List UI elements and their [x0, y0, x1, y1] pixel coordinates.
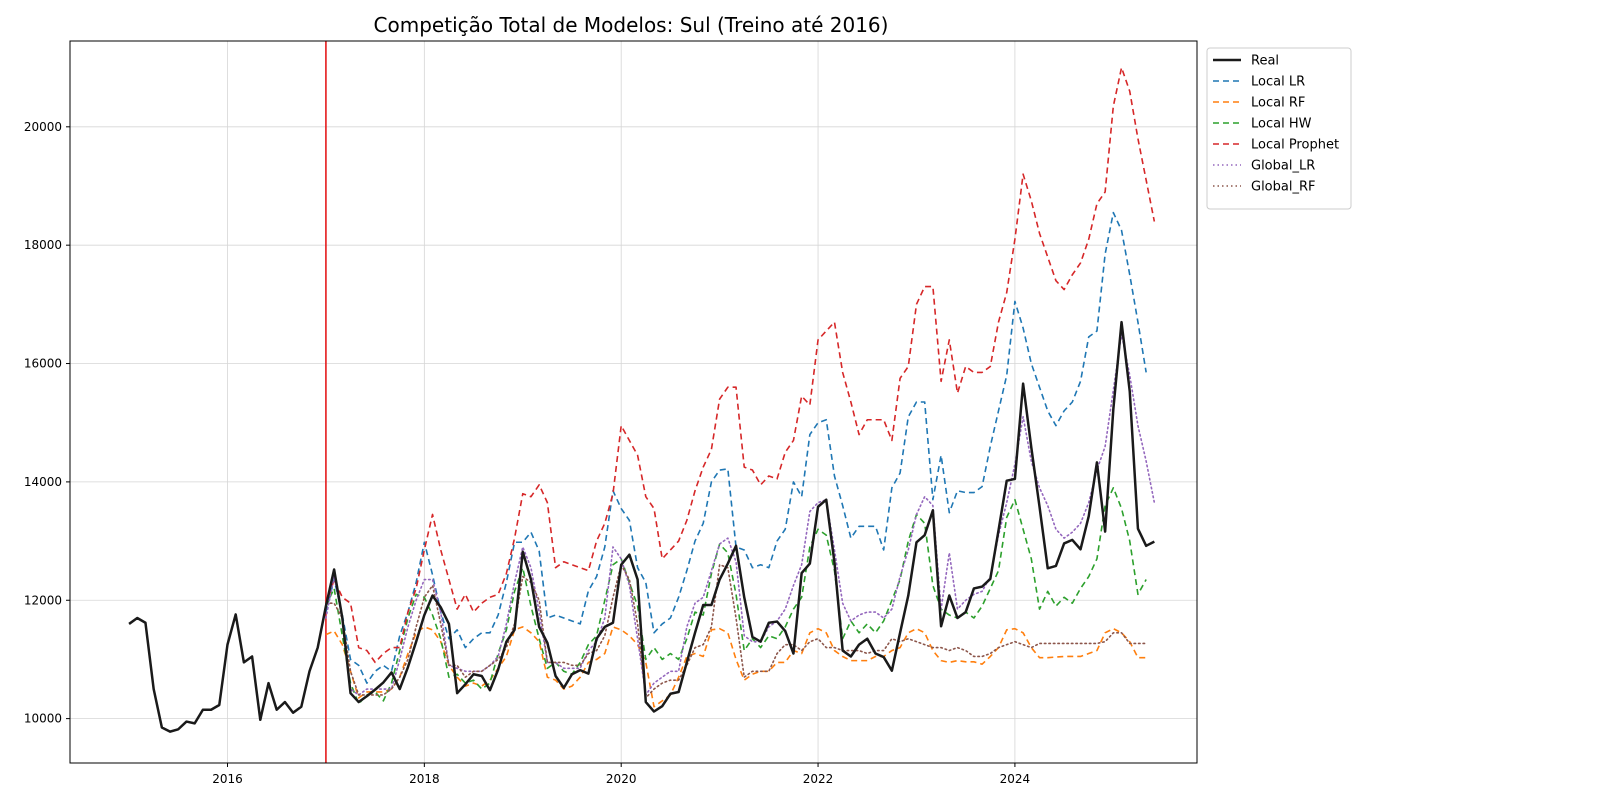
series-line-real [128, 320, 1155, 733]
y-tick-label: 14000 [24, 475, 62, 489]
series-line-local-lr [325, 211, 1147, 684]
x-tick-label: 2024 [1000, 772, 1031, 786]
legend-label-global-lr: Global_LR [1251, 159, 1315, 174]
x-tick-label: 2016 [212, 772, 243, 786]
legend-label-real: Real [1251, 54, 1279, 69]
plot-frame [69, 40, 1198, 764]
y-tick-label: 12000 [24, 593, 62, 607]
legend: Real Local LR Local RF Local HW Local Prophe… [1206, 47, 1352, 210]
series-layer [128, 66, 1156, 733]
series-line-global-rf [325, 563, 1147, 699]
x-tick-label: 2020 [606, 772, 637, 786]
x-tick-label: 2022 [803, 772, 834, 786]
series-line-local-hw [325, 487, 1147, 705]
axis-layer: 2016 2018 2020 2022 2024 10000 12000 14000 16000… [24, 120, 1030, 786]
legend-box [1206, 47, 1352, 210]
legend-label-local-lr: Local LR [1251, 75, 1305, 90]
chart-title: Competição Total de Modelos: Sul (Treino… [374, 13, 889, 37]
legend-label-local-prophet: Local Prophet [1251, 138, 1339, 153]
legend-label-local-rf: Local RF [1251, 96, 1305, 111]
x-tick-label: 2018 [409, 772, 440, 786]
legend-label-global-rf: Global_RF [1251, 180, 1315, 195]
legend-label-local-hw: Local HW [1251, 117, 1312, 132]
y-tick-label: 18000 [24, 238, 62, 252]
series-line-local-prophet [325, 66, 1156, 664]
y-tick-label: 20000 [24, 120, 62, 134]
grid-layer [70, 41, 1197, 763]
y-tick-label: 10000 [24, 712, 62, 726]
y-tick-label: 16000 [24, 357, 62, 371]
